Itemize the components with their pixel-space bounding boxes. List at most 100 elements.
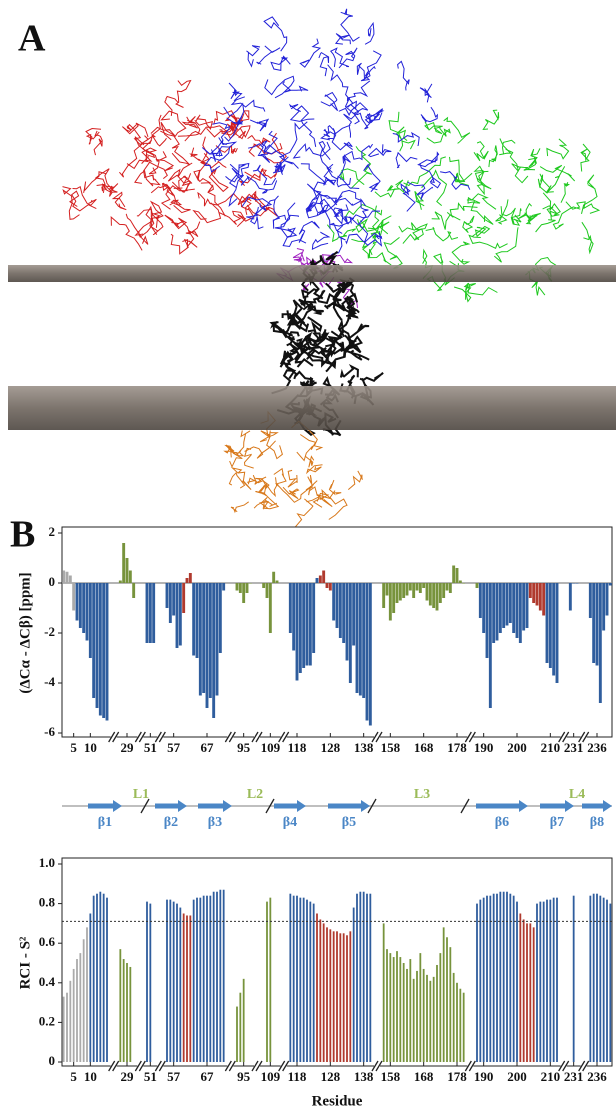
atom-trace	[281, 310, 295, 323]
axis-break	[578, 731, 586, 743]
atom-trace	[446, 202, 478, 218]
strand-arrow	[274, 803, 298, 809]
atom-trace	[141, 139, 158, 164]
strand-label: β1	[98, 815, 112, 830]
atom-trace	[374, 180, 409, 198]
bar	[266, 901, 268, 1062]
bar	[605, 583, 609, 616]
bar	[336, 931, 338, 1062]
atom-trace	[440, 171, 471, 190]
atom-trace	[294, 498, 314, 528]
bar	[382, 923, 385, 1062]
axis-break-gap	[580, 735, 587, 739]
atom-trace	[299, 38, 322, 68]
panel-label: B	[10, 514, 35, 556]
atom-trace	[230, 449, 245, 458]
loop-label: L4	[569, 787, 585, 802]
bar	[85, 583, 89, 641]
atom-trace	[278, 480, 318, 503]
atom-trace	[336, 189, 363, 207]
atom-trace	[134, 170, 161, 187]
bar	[72, 583, 76, 611]
atom-trace	[246, 45, 261, 68]
y-tick-label: -2	[44, 624, 55, 639]
atom-trace	[181, 116, 198, 129]
strand-label: β7	[550, 815, 564, 830]
bar	[335, 583, 339, 628]
bar	[525, 583, 529, 628]
atom-trace	[150, 121, 176, 141]
atom-trace	[326, 154, 351, 180]
y-tick-label: -6	[44, 724, 55, 739]
x-tick-label: 118	[288, 740, 307, 755]
atom-trace	[306, 464, 323, 475]
bar	[482, 583, 486, 633]
y-axis-label: (ΔCα - ΔCβ) [ppm]	[17, 572, 33, 693]
loop-label: L3	[414, 787, 430, 802]
bar	[88, 583, 92, 658]
axis-break	[468, 731, 476, 743]
atom-trace	[215, 137, 238, 157]
axis-break-gap	[110, 735, 117, 739]
axis-break	[138, 731, 146, 743]
bar	[572, 895, 575, 1062]
bar	[459, 988, 462, 1062]
bar	[506, 891, 508, 1062]
bar	[305, 583, 309, 666]
bar	[292, 583, 296, 651]
atom-trace	[359, 215, 392, 232]
bar	[315, 578, 319, 583]
bar	[99, 891, 102, 1062]
loop-label: L2	[247, 787, 263, 802]
bar	[362, 891, 365, 1062]
atom-trace	[323, 167, 337, 186]
axis-break	[228, 731, 236, 743]
atom-trace	[417, 151, 440, 168]
bar	[555, 583, 559, 683]
x-tick-label: 95	[237, 740, 251, 755]
bar	[478, 583, 482, 618]
atom-trace	[227, 122, 251, 139]
atom-trace	[300, 290, 325, 306]
axis-break	[251, 731, 259, 743]
bar	[549, 899, 552, 1062]
bar	[415, 583, 419, 591]
atom-trace	[280, 202, 298, 238]
bar	[86, 927, 88, 1062]
axis-break	[578, 1060, 586, 1072]
atom-trace	[473, 165, 492, 190]
atom-trace	[274, 162, 286, 175]
x-tick-label: 236	[587, 1069, 607, 1084]
atom-trace	[164, 214, 188, 230]
bar	[178, 583, 182, 646]
atom-trace	[282, 81, 309, 93]
atom-trace	[193, 164, 212, 184]
bar	[498, 583, 502, 633]
atom-trace	[110, 215, 143, 251]
bar	[212, 891, 215, 1062]
bar	[416, 970, 418, 1062]
atom-trace	[288, 103, 315, 122]
bar	[346, 935, 348, 1062]
bar	[216, 891, 218, 1062]
x-tick-label: 168	[414, 1069, 434, 1084]
atom-trace	[296, 105, 317, 147]
bar	[542, 901, 545, 1062]
bar	[269, 897, 272, 1062]
bar	[102, 583, 106, 718]
x-tick-label: 231	[564, 740, 584, 755]
strand-arrow-head	[113, 800, 122, 812]
atom-trace	[171, 175, 195, 193]
atom-trace	[328, 490, 348, 520]
bar	[445, 583, 449, 591]
axis-break	[464, 1060, 472, 1072]
atom-trace	[471, 225, 491, 238]
y-tick-label: 0.4	[39, 974, 56, 989]
bar	[168, 583, 172, 623]
atom-trace	[272, 199, 287, 229]
bar	[312, 583, 316, 653]
atom-trace	[339, 363, 359, 378]
bar	[352, 907, 355, 1062]
bar	[62, 570, 66, 583]
axis-break-gap	[560, 1064, 567, 1068]
